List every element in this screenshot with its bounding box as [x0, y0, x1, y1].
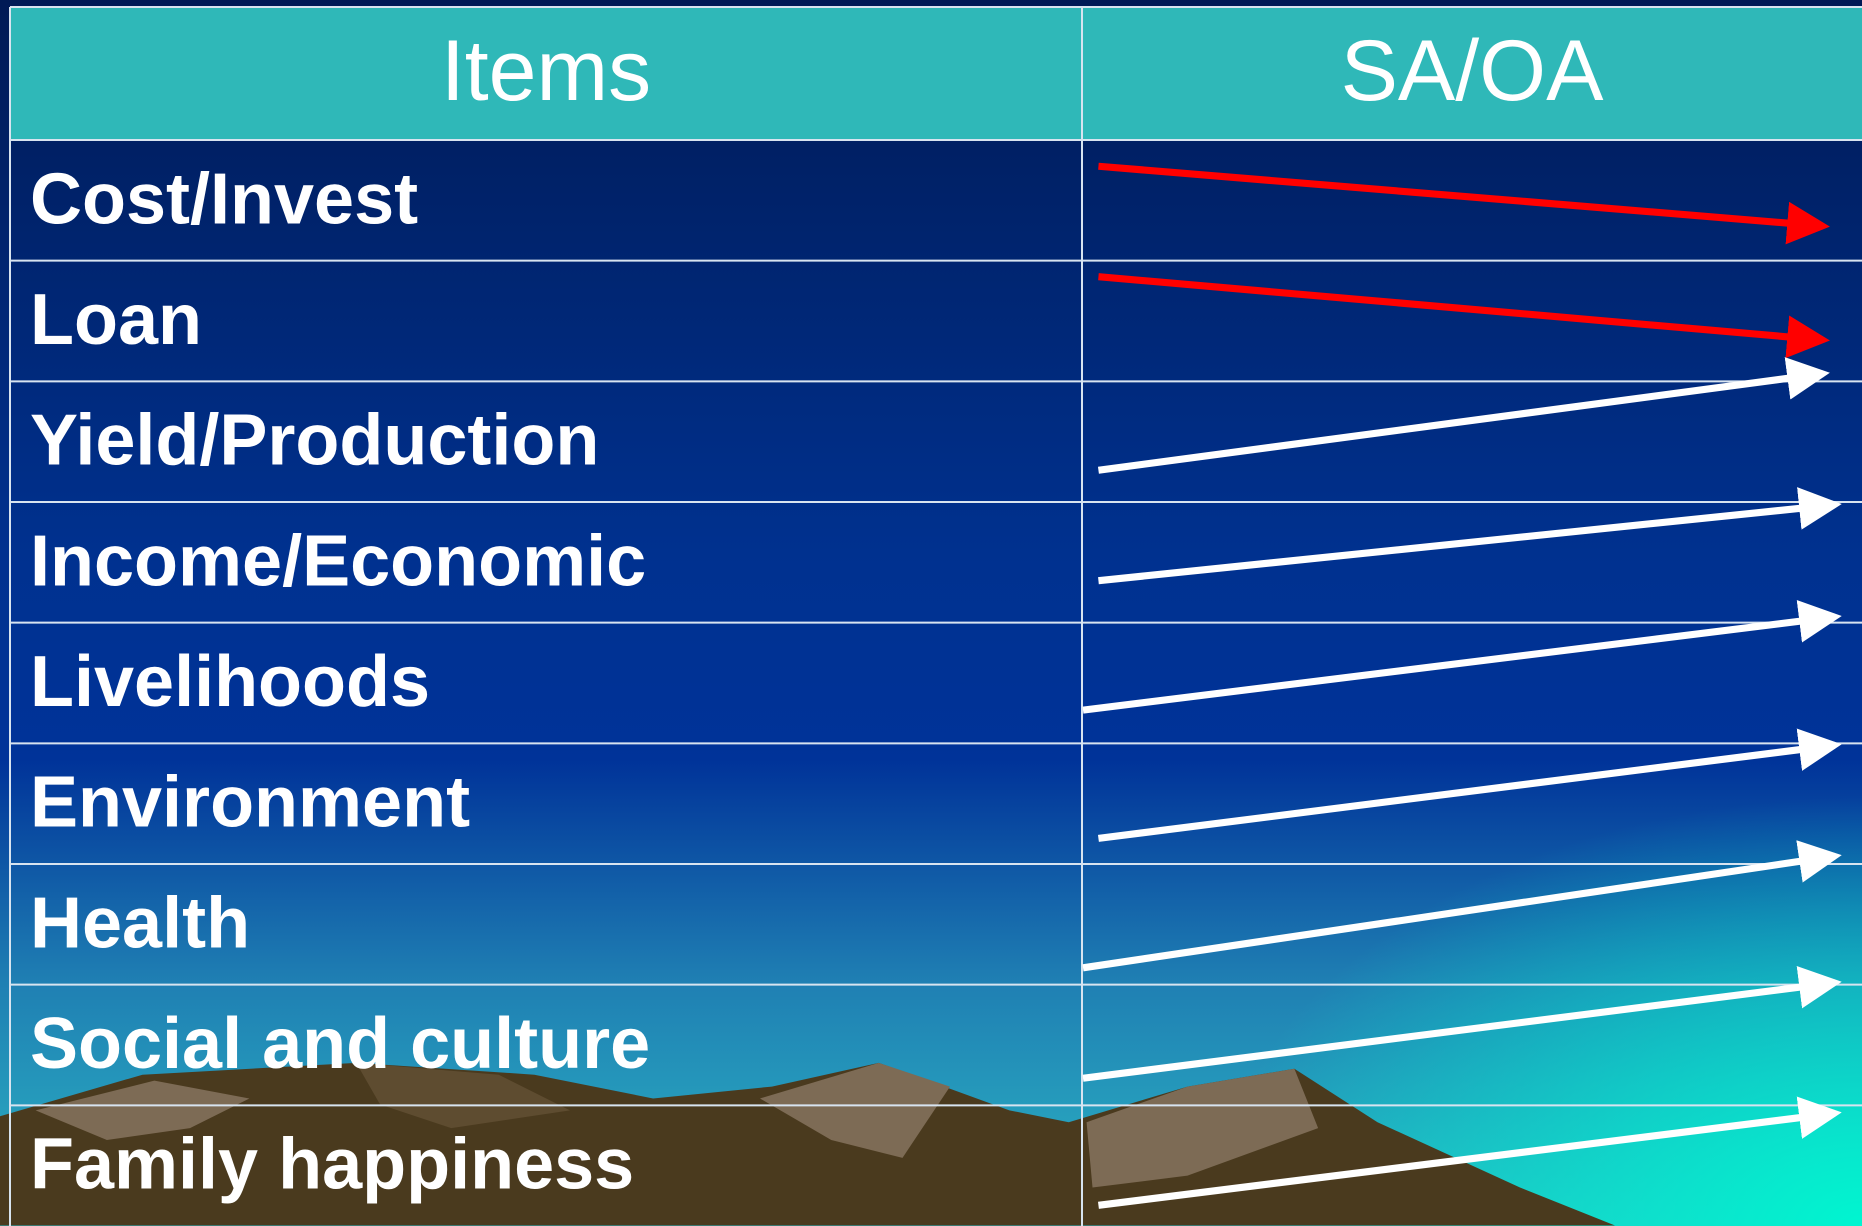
table-cells: Items SA/OA Cost/Invest Loan Yield/Productio… — [30, 23, 1604, 1204]
trend-arrow — [1082, 840, 1842, 972]
trend-arrow — [1082, 600, 1842, 714]
trend-arrows — [1082, 162, 1842, 1209]
trend-arrow — [1097, 1096, 1842, 1209]
trend-arrow — [1098, 273, 1830, 359]
row-label: Livelihoods — [30, 642, 430, 722]
row-label: Health — [30, 883, 250, 963]
table-grid — [9, 6, 1862, 1226]
row-label: Cost/Invest — [30, 159, 418, 239]
row-label: Family happiness — [30, 1125, 634, 1205]
trend-arrow — [1082, 965, 1842, 1082]
row-label: Loan — [30, 280, 202, 360]
row-label: Environment — [30, 763, 470, 843]
trend-arrow — [1097, 357, 1830, 474]
trend-arrow — [1097, 728, 1842, 842]
trend-arrow — [1098, 162, 1830, 245]
trend-arrow — [1098, 487, 1842, 585]
mountains — [0, 1062, 1615, 1226]
column-header: SA/OA — [1341, 23, 1605, 119]
column-header: Items — [441, 23, 651, 119]
header-row — [10, 7, 1862, 140]
row-label: Yield/Production — [30, 401, 599, 481]
row-label: Social and culture — [30, 1004, 650, 1084]
row-label: Income/Economic — [30, 521, 646, 601]
